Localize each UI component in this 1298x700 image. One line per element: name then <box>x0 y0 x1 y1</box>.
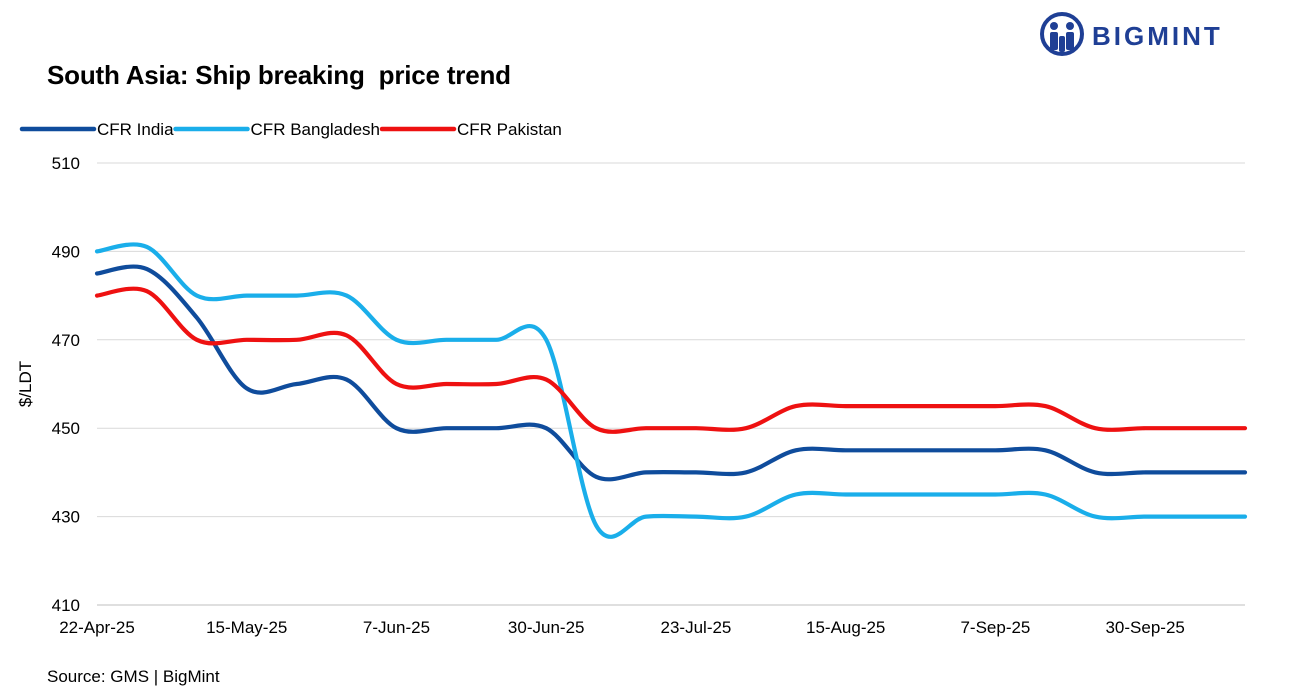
x-tick-label: 15-Aug-25 <box>806 618 885 637</box>
x-tick-label: 30-Jun-25 <box>508 618 585 637</box>
y-tick-label: 430 <box>52 508 80 527</box>
x-tick-label: 23-Jul-25 <box>661 618 732 637</box>
legend-label-cfr-india: CFR India <box>97 120 174 139</box>
y-tick-label: 510 <box>52 154 80 173</box>
y-tick-label: 410 <box>52 596 80 615</box>
bigmint-logo-text: BIGMINT <box>1092 21 1223 51</box>
series-line-cfr-india <box>94 264 1248 482</box>
x-tick-label: 7-Jun-25 <box>363 618 430 637</box>
source-note: Source: GMS | BigMint <box>47 667 220 686</box>
series-line-cfr-bangladesh <box>94 242 1248 539</box>
legend-label-cfr-pakistan: CFR Pakistan <box>457 120 562 139</box>
bigmint-logo-icon <box>1040 12 1084 56</box>
y-tick-label: 490 <box>52 242 80 261</box>
series-line-cfr-pakistan <box>94 286 1248 434</box>
x-tick-label: 22-Apr-25 <box>59 618 135 637</box>
y-axis-label: $/LDT <box>16 361 35 407</box>
x-tick-label: 7-Sep-25 <box>960 618 1030 637</box>
x-tick-label: 15-May-25 <box>206 618 287 637</box>
x-tick-label: 30-Sep-25 <box>1105 618 1184 637</box>
legend-label-cfr-bangladesh: CFR Bangladesh <box>251 120 380 139</box>
chart-title: South Asia: Ship breaking price trend <box>47 60 511 90</box>
y-tick-label: 470 <box>52 331 80 350</box>
bigmint-logo: BIGMINT <box>1040 12 1255 56</box>
y-tick-label: 450 <box>52 419 80 438</box>
